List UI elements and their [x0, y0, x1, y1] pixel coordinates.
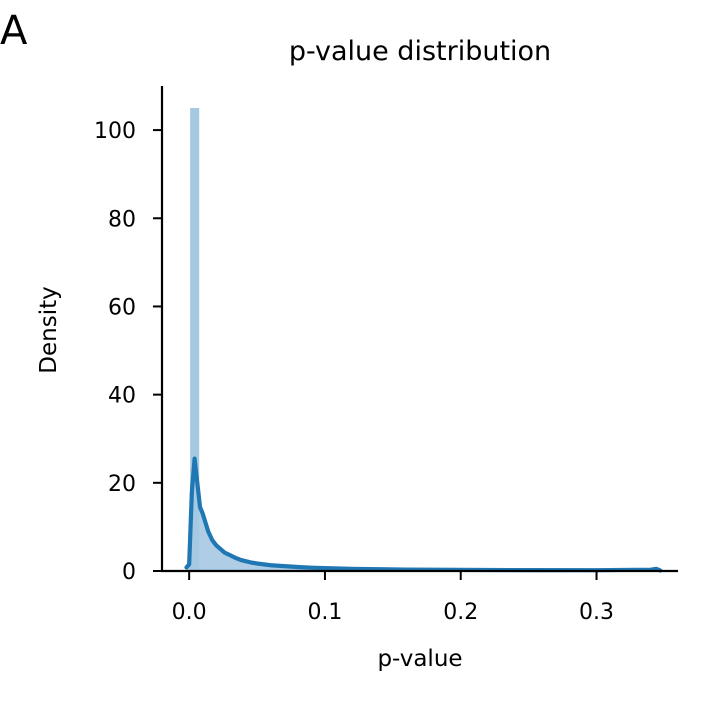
plot-area [184, 108, 663, 573]
x-tick-label: 0.0 [172, 600, 207, 625]
histogram-bar [190, 108, 200, 571]
x-tick-label: 0.1 [307, 600, 342, 625]
y-tick-label: 60 [108, 295, 136, 320]
y-tick-label: 20 [108, 472, 136, 497]
panel-label: A [0, 8, 28, 54]
y-tick-label: 40 [108, 384, 136, 409]
y-axis-label: Density [36, 286, 62, 373]
y-tick-label: 0 [122, 560, 136, 585]
x-tick-label: 0.2 [443, 600, 478, 625]
y-ticks: 0 20 40 60 80 100 [94, 119, 162, 585]
y-tick-label: 100 [94, 119, 136, 144]
kde-area [186, 458, 661, 571]
x-axis-label: p-value [377, 646, 462, 672]
chart-title: p-value distribution [289, 36, 551, 67]
kde-line [184, 456, 663, 573]
x-ticks: 0.0 0.1 0.2 0.3 [172, 571, 614, 625]
x-tick-label: 0.3 [579, 600, 614, 625]
y-tick-label: 80 [108, 207, 136, 232]
